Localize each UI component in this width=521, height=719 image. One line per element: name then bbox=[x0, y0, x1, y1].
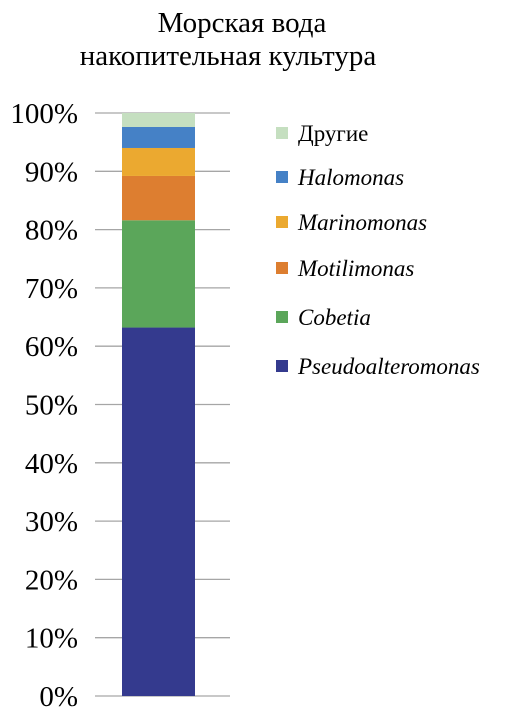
y-axis-tick-labels: 0% 10% 20% 30% 40% 50% 60% 70% 80% 90% 100% bbox=[10, 98, 78, 713]
y-tick-label: 10% bbox=[25, 623, 78, 655]
legend-item: Motilimonas bbox=[276, 256, 414, 281]
legend-label: Pseudoalteromonas bbox=[297, 354, 480, 379]
chart-title-line-2: накопительная культура bbox=[80, 40, 377, 72]
legend-label: Halomonas bbox=[297, 165, 404, 190]
bar-segment-marinomonas bbox=[122, 147, 195, 176]
legend-item: Другие bbox=[276, 121, 368, 146]
bar-segment-halomonas bbox=[122, 126, 195, 148]
legend-label: Cobetia bbox=[298, 305, 371, 330]
bar-segment-motilimonas bbox=[122, 175, 195, 221]
legend-item: Pseudoalteromonas bbox=[276, 354, 480, 379]
y-tick-label: 70% bbox=[25, 273, 78, 305]
y-tick-label: 80% bbox=[25, 215, 78, 247]
legend-item: Cobetia bbox=[276, 305, 371, 330]
legend-label: Другие bbox=[298, 121, 368, 146]
y-tick-label: 20% bbox=[25, 564, 78, 596]
bar-segment-другие bbox=[122, 113, 195, 127]
y-tick-label: 50% bbox=[25, 390, 78, 422]
chart-title: Морская вода накопительная культура bbox=[80, 7, 377, 72]
y-tick-label: 90% bbox=[25, 156, 78, 188]
legend-label: Marinomonas bbox=[297, 210, 427, 235]
y-tick-label: 30% bbox=[25, 506, 78, 538]
legend-swatch bbox=[276, 262, 288, 274]
bar-segments bbox=[122, 113, 195, 696]
y-tick-label: 100% bbox=[10, 98, 78, 130]
bar-segment-pseudoalteromonas bbox=[122, 327, 195, 696]
chart-title-line-1: Морская вода bbox=[158, 7, 327, 39]
legend-label: Motilimonas bbox=[297, 256, 414, 281]
y-tick-label: 60% bbox=[25, 331, 78, 363]
y-tick-label: 0% bbox=[39, 681, 78, 713]
legend-swatch bbox=[276, 171, 288, 183]
legend-swatch bbox=[276, 311, 288, 323]
legend-swatch bbox=[276, 216, 288, 228]
legend-swatch bbox=[276, 360, 288, 372]
legend-swatch bbox=[276, 127, 288, 139]
legend-item: Marinomonas bbox=[276, 210, 427, 235]
y-tick-label: 40% bbox=[25, 448, 78, 480]
bar-segment-cobetia bbox=[122, 220, 195, 328]
legend-item: Halomonas bbox=[276, 165, 404, 190]
legend: Другие Halomonas Marinomonas Motilimonas Cob… bbox=[276, 121, 480, 379]
